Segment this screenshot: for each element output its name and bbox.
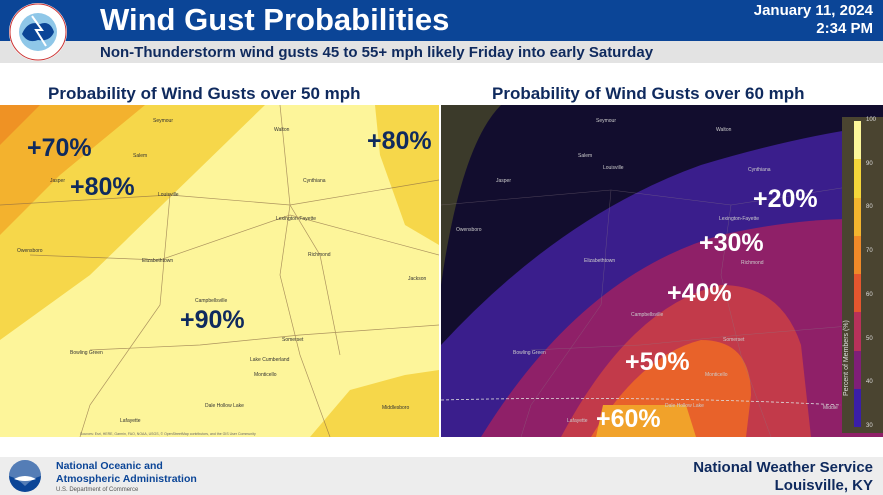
city-label: Walton xyxy=(274,127,290,133)
city-label: Bowling Green xyxy=(513,350,546,356)
city-label: Campbellsville xyxy=(631,312,664,318)
colorbar-segment xyxy=(854,388,861,427)
city-label: Monticello xyxy=(705,372,728,378)
city-label: Seymour xyxy=(596,118,617,124)
prob-label: +50% xyxy=(625,348,690,376)
city-label: Elizabethtown xyxy=(584,258,616,264)
city-label: Owensboro xyxy=(456,227,482,233)
colorbar-tick-label: 90 xyxy=(866,160,873,167)
city-label: Cynthiana xyxy=(748,167,771,173)
colorbar-tick-label: 60 xyxy=(866,291,873,298)
city-label: Richmond xyxy=(308,252,331,258)
issue-date: January 11, 2024 xyxy=(753,2,873,19)
city-label: Salem xyxy=(578,153,593,159)
colorbar-scale xyxy=(854,121,861,427)
legend-colorbar: 100 90 80 70 60 50 40 30 Percent of Members (%) xyxy=(842,117,883,433)
colorbar-tick-label: 50 xyxy=(866,335,873,342)
city-label: Richmond xyxy=(741,260,764,266)
footer-bar xyxy=(0,457,883,495)
noaa-logo xyxy=(9,460,41,492)
city-label: Somerset xyxy=(723,337,745,343)
noaa-name-line2: Atmospheric Administration xyxy=(56,473,197,485)
city-label: Lake Cumberland xyxy=(250,357,290,363)
colorbar-tick-label: 80 xyxy=(866,204,873,211)
colorbar-segment xyxy=(854,274,861,313)
page-title: Wind Gust Probabilities xyxy=(100,2,450,37)
city-label: Jasper xyxy=(50,178,66,184)
city-label: Owensboro xyxy=(17,248,43,254)
right-map-title: Probability of Wind Gusts over 60 mph xyxy=(492,84,805,103)
noaa-name-line1: National Oceanic and xyxy=(56,460,163,472)
prob-label: +40% xyxy=(667,279,732,307)
colorbar-segment xyxy=(854,312,861,351)
colorbar-segment xyxy=(854,350,861,389)
city-label: Cynthiana xyxy=(303,178,326,184)
header-bar xyxy=(0,0,883,41)
colorbar-tick-label: 30 xyxy=(866,422,873,429)
right-map[interactable]: +20% +30% +40% +50% +60% Seymour Salem J… xyxy=(441,105,883,437)
prob-label: +60% xyxy=(596,405,661,433)
subtitle-bar xyxy=(0,41,883,63)
city-label: Jackson xyxy=(408,276,427,282)
city-label: Monticello xyxy=(254,372,277,378)
city-label: Seymour xyxy=(153,118,174,124)
subtitle: Non-Thunderstorm wind gusts 45 to 55+ mp… xyxy=(100,44,654,61)
left-map-title: Probability of Wind Gusts over 50 mph xyxy=(48,84,361,103)
city-label: Jasper xyxy=(496,178,512,184)
legend-title: Percent of Members (%) xyxy=(843,320,850,396)
city-label: Bowling Green xyxy=(70,350,103,356)
city-label: Middle xyxy=(823,405,838,411)
left-map[interactable]: +70% +80% +80% +90% Seymour Salem Jasper… xyxy=(0,105,439,437)
city-label: Lexington-Fayette xyxy=(276,216,317,222)
map-attribution: Sources: Esri, HERE, Garmin, FAO, NOAA, … xyxy=(80,432,256,436)
city-label: Lafayette xyxy=(120,418,141,424)
colorbar-tick-label: 70 xyxy=(866,248,873,255)
city-label: Louisville xyxy=(603,165,624,171)
prob-label: +70% xyxy=(27,134,92,162)
city-label: Lafayette xyxy=(567,418,588,424)
colorbar-segment xyxy=(854,197,861,236)
city-label: Walton xyxy=(716,127,732,133)
colorbar-segment xyxy=(854,235,861,274)
prob-label: +80% xyxy=(70,173,135,201)
prob-label: +90% xyxy=(180,306,245,334)
noaa-department: U.S. Department of Commerce xyxy=(56,487,139,493)
colorbar-tick-label: 40 xyxy=(866,379,873,386)
office-name: National Weather Service xyxy=(693,459,873,476)
city-label: Dale Hollow Lake xyxy=(665,403,704,409)
office-location: Louisville, KY xyxy=(774,477,873,494)
city-label: Campbellsville xyxy=(195,298,228,304)
issue-time: 2:34 PM xyxy=(816,20,873,37)
city-label: Salem xyxy=(133,153,148,159)
city-label: Elizabethtown xyxy=(142,258,174,264)
left-map-bands xyxy=(0,105,439,437)
city-label: Lexington-Fayette xyxy=(719,216,760,222)
colorbar-segment xyxy=(854,159,861,198)
prob-label: +30% xyxy=(699,229,764,257)
city-label: Louisville xyxy=(158,192,179,198)
city-label: Dale Hollow Lake xyxy=(205,403,244,409)
prob-label: +20% xyxy=(753,185,818,213)
city-label: Somerset xyxy=(282,337,304,343)
colorbar-segment xyxy=(854,121,861,160)
nws-logo xyxy=(9,3,67,61)
right-map-bands xyxy=(441,105,883,437)
issue-datetime: January 11, 2024 2:34 PM xyxy=(754,2,873,38)
prob-label: +80% xyxy=(367,127,432,155)
city-label: Middlesboro xyxy=(382,405,410,411)
colorbar-tick-label: 100 xyxy=(866,117,877,123)
